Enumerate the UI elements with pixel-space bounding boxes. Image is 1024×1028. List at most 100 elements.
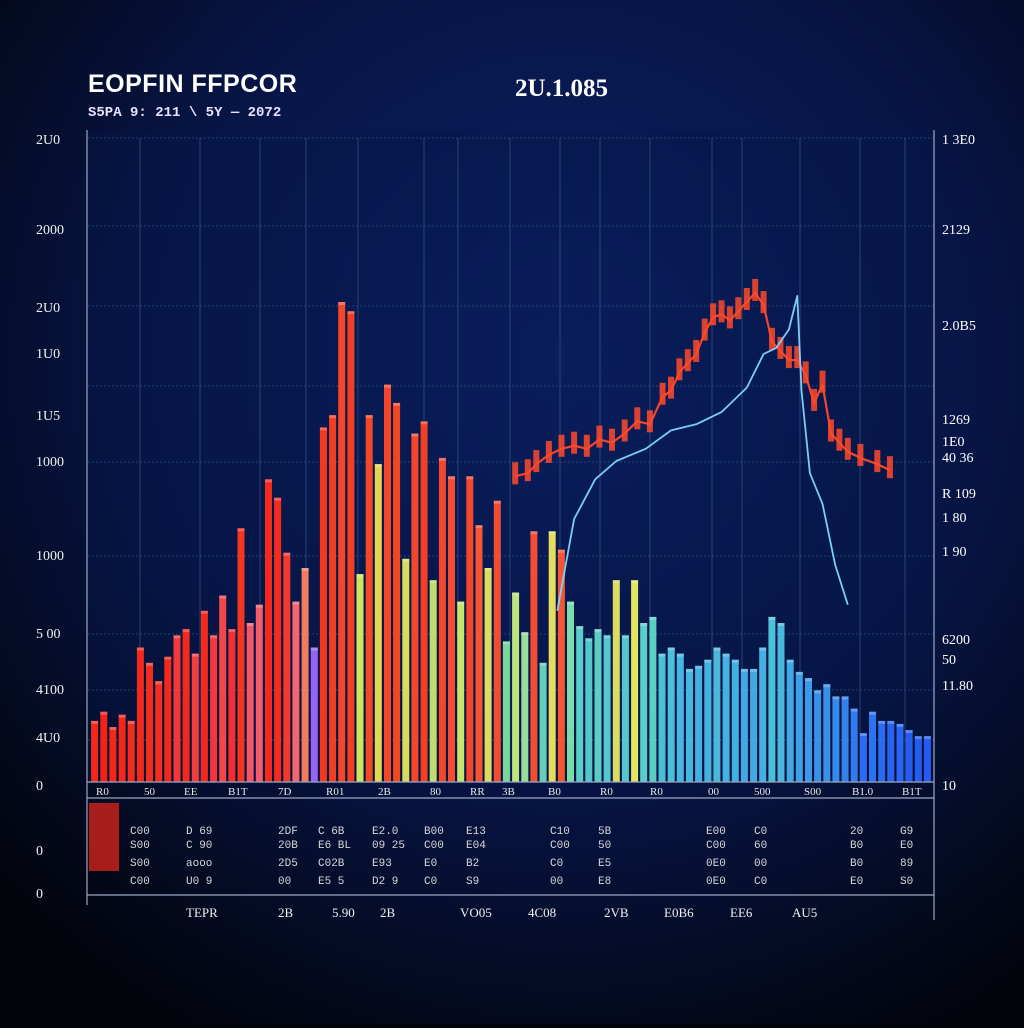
bar [823,684,831,782]
table-cell: 2D5 [278,858,298,870]
bar [448,476,455,782]
candle-mark [844,437,851,460]
bar [759,647,767,782]
candle-mark [621,419,628,442]
bar-cap [228,629,236,633]
x-axis-label: R01 [326,786,344,798]
bar [338,302,346,782]
bar [155,681,163,782]
bar [374,464,382,782]
x-axis-label: 50 [144,786,156,798]
candle-mark [693,340,700,362]
table-cell: U0 9 [186,876,212,888]
bar [768,616,776,782]
bar-cap [905,730,913,733]
bar-cap [219,595,227,599]
bar-cap [393,402,401,406]
footer-label: EE6 [730,905,753,920]
bar [127,720,135,782]
table-cell: S9 [466,876,479,888]
bar [557,549,565,782]
x-axis-label: 80 [430,786,442,798]
footer-label: 5.90 [332,905,355,920]
x-axis-label: 500 [754,786,771,798]
table-cell: 2DF [278,826,298,838]
bar [923,736,931,782]
table-cell: S00 [130,840,150,852]
bar-cap [667,647,675,651]
candle-mark [634,407,641,430]
bar-cap [164,656,172,660]
x-axis-label: 00 [708,786,720,798]
bar-cap [448,476,455,480]
table-cell: E93 [372,858,392,870]
x-axis-label: R0 [96,786,109,798]
bar-cap [530,531,538,535]
candle-mark [571,431,578,454]
bar-cap [612,580,620,584]
bar [640,623,648,782]
bar [219,595,227,782]
left-axis-label: 4U0 [36,731,60,746]
bar-cap [512,592,520,596]
table-cell: E0 [850,876,863,888]
table-cell: 60 [754,840,767,852]
bar-cap [347,311,355,315]
bar-cap [329,415,337,419]
bar [292,601,300,782]
table-cell: E13 [466,826,486,838]
bar-cap [658,653,666,657]
bar-cap [594,629,602,633]
x-axis-label: S00 [804,786,822,798]
left-axis-label: 1U5 [36,409,60,424]
table-cell: E2.0 [372,826,398,838]
line-series-blue [556,294,849,611]
candle-mark [802,361,809,384]
table-cell: E0 [424,858,437,870]
bar [182,629,190,782]
right-axis-label: 10 [942,779,956,794]
bar [429,580,437,782]
candle-mark [760,291,767,314]
bar-cap [731,659,739,663]
bar-cap [823,684,831,688]
table-cell: C 90 [186,840,212,852]
bar [649,616,657,782]
candle-mark [701,318,708,341]
table-cell: 0E0 [706,858,726,870]
candle-mark [668,376,674,399]
bar [869,711,876,782]
bar-cap [91,720,99,724]
candle-mark [811,388,818,411]
bar [850,708,858,782]
x-axis-label: EE [184,786,198,798]
x-axis-label: B0 [548,786,561,798]
candle-mark [583,434,590,457]
bar-cap [237,528,245,532]
bar [841,696,849,782]
bar-cap [274,497,282,501]
bar-cap [887,720,895,724]
candle-mark [743,288,750,310]
bar [859,733,867,782]
table-cell: C00 [550,840,570,852]
bar [814,690,822,782]
bar [329,415,337,782]
bar-cap [420,421,428,425]
bar [631,580,639,782]
bar [576,626,584,782]
bar-cap [923,736,931,740]
candle-mark [558,434,565,457]
x-axis-label: B1T [902,786,922,798]
bar [585,638,593,782]
bar [667,647,675,782]
bar-cap [795,671,803,675]
table-cell: C00 [130,826,150,838]
bar [191,653,199,782]
right-axis-label: 2129 [942,223,970,238]
bar [621,635,629,782]
bar-cap [521,632,529,636]
candle-mark [596,425,603,448]
footer-label: AU5 [792,905,817,920]
bar [228,629,236,782]
